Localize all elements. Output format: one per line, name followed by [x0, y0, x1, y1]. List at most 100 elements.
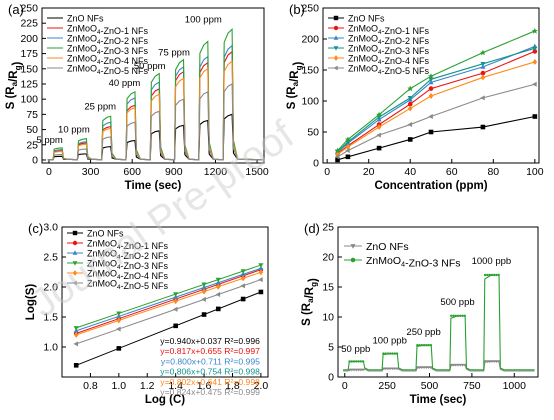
- data-point: [215, 291, 221, 297]
- data-point: [425, 344, 428, 347]
- data-point: [422, 344, 426, 347]
- y-tick-label: 100: [301, 96, 319, 108]
- legend-marker: [72, 261, 78, 266]
- data-point: [418, 366, 422, 370]
- data-point: [459, 314, 462, 317]
- data-point: [451, 363, 456, 367]
- data-point: [215, 277, 221, 283]
- x-tick-label: 0: [324, 166, 330, 178]
- y-tick-label: 150: [20, 63, 38, 75]
- data-point: [376, 132, 381, 138]
- fit-line: [76, 264, 262, 329]
- y-tick-label: 50: [26, 124, 38, 136]
- data-point: [348, 360, 351, 363]
- fit-equation: y=0.802x+0.641 R²=0.998: [160, 377, 260, 387]
- x-tick-label: 1.2: [140, 380, 155, 392]
- data-point: [420, 366, 424, 370]
- x-tick-label: 1.6: [197, 380, 212, 392]
- y-tick-label: 0: [313, 158, 319, 170]
- y-tick-label: 2.5: [43, 252, 58, 264]
- x-tick-label: 100: [526, 166, 544, 178]
- legend-marker: [333, 55, 339, 61]
- y-tick-label: 1.0: [43, 342, 58, 354]
- fit-equation: y=0.940x+0.037 R²=0.996: [160, 336, 260, 346]
- data-point: [420, 344, 424, 347]
- data-point: [345, 154, 351, 160]
- fit-line: [76, 279, 262, 345]
- data-point: [494, 360, 498, 364]
- legend-marker: [350, 257, 356, 263]
- series-line: [337, 83, 535, 158]
- data-point: [452, 314, 455, 317]
- data-point: [407, 137, 413, 142]
- plot-frame: [337, 226, 539, 378]
- data-point: [389, 352, 392, 355]
- data-point: [427, 366, 431, 370]
- data-point: [376, 124, 382, 131]
- x-tick-label: 500: [421, 380, 439, 392]
- chart-d: 0 250 500 750 1000 0 5 10 15 20 25 Time (sec) S (Ra/…: [301, 221, 539, 406]
- pulse-annotation: 500 ppb: [440, 297, 474, 308]
- x-axis-label: Time (sec): [125, 180, 182, 192]
- data-point: [173, 298, 178, 305]
- pulse-annotation: 250 ppb: [406, 327, 440, 338]
- data-point: [172, 306, 178, 312]
- y-tick-label: 15: [322, 282, 334, 294]
- data-point: [334, 147, 341, 154]
- data-point: [335, 157, 340, 163]
- data-point: [350, 360, 353, 363]
- data-point: [388, 367, 392, 371]
- data-point: [345, 143, 351, 150]
- y-axis-label: Log(S): [25, 284, 37, 321]
- data-point: [456, 314, 460, 317]
- data-point: [354, 368, 358, 372]
- x-tick-label: 1.8: [225, 380, 240, 392]
- x-tick-label: 1.0: [112, 380, 127, 392]
- pulse-annotation: 25 ppm: [84, 102, 116, 113]
- x-axis-label: Log (C): [145, 394, 185, 406]
- data-point: [215, 283, 221, 290]
- data-point: [492, 273, 496, 277]
- data-point: [73, 341, 79, 347]
- data-point: [344, 136, 351, 143]
- legend-label: ZnMoO4-ZnO-5 NFs: [87, 278, 169, 291]
- y-tick-label: 5: [328, 342, 334, 354]
- fit-equation: y=0.806x+0.754 R²=0.998: [160, 367, 260, 377]
- data-point: [240, 271, 246, 277]
- y-tick-label: 200: [301, 34, 319, 46]
- y-tick-label: 0: [32, 154, 38, 166]
- x-tick-label: 300: [82, 166, 100, 178]
- data-point: [352, 360, 356, 363]
- legend-marker: [333, 25, 339, 31]
- legend-label: ZnMoO4-ZnO-4 NFs: [348, 53, 430, 66]
- pulse-annotation: 1000 ppb: [472, 256, 512, 267]
- data-point: [390, 367, 395, 371]
- y-tick-label: 25: [322, 222, 334, 234]
- x-tick-label: 600: [123, 166, 141, 178]
- data-point: [258, 277, 263, 283]
- x-tick-label: 250: [378, 380, 396, 392]
- legend-label: ZnMoO4-ZnO-3 NFs: [67, 43, 149, 56]
- x-tick-label: 60: [446, 166, 458, 178]
- data-point: [480, 61, 486, 67]
- x-tick-label: 1.4: [168, 380, 183, 392]
- legend-label: ZnMoO4-ZnO-3 NFs: [366, 255, 461, 270]
- y-tick-label: 25: [26, 139, 38, 151]
- legend-label: ZnO NFs: [87, 228, 124, 238]
- data-point: [345, 148, 350, 154]
- x-tick-label: 20: [363, 166, 375, 178]
- y-axis-label: S (Ra/Rg): [301, 278, 319, 326]
- data-point: [201, 312, 207, 317]
- x-tick-label: 900: [165, 166, 183, 178]
- data-point: [395, 367, 399, 371]
- data-point: [486, 273, 489, 277]
- data-point: [428, 93, 434, 100]
- legend-label: ZnO NFs: [366, 241, 409, 253]
- data-point: [497, 273, 500, 277]
- chart-c: 0.8 1.0 1.2 1.4 1.6 1.8 2.0 1.0 1.5 2.0 2.5 3.0 Log …: [25, 221, 269, 406]
- legend-marker: [72, 240, 78, 246]
- legend-label: ZnMoO4-ZnO-2 NFs: [348, 33, 430, 46]
- y-tick-label: 250: [20, 3, 38, 15]
- data-point: [495, 273, 498, 277]
